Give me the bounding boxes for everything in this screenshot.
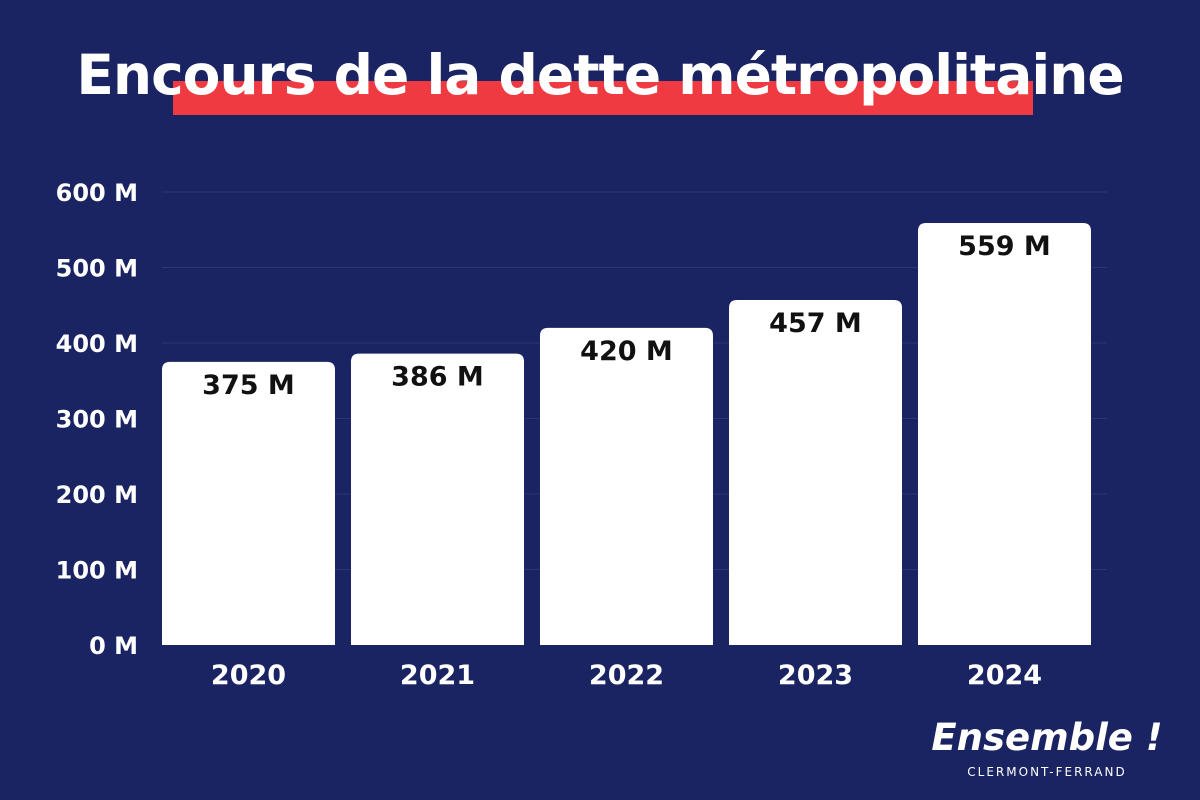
y-tick-label: 400 M — [56, 330, 138, 358]
bar-2020 — [162, 361, 335, 645]
y-tick-label: 300 M — [56, 406, 138, 434]
chart-title-block: Encours de la dette métropolitaine — [0, 36, 1200, 126]
bar-value-label: 420 M — [580, 336, 673, 367]
chart-title: Encours de la dette métropolitaine — [76, 43, 1124, 107]
bar-value-label: 559 M — [958, 231, 1051, 262]
title-highlight-band — [173, 81, 1033, 115]
x-tick-label: 2024 — [967, 660, 1042, 691]
bar-2022 — [540, 327, 713, 645]
bar-2024 — [918, 222, 1091, 645]
bar-2023 — [729, 299, 902, 645]
bar-value-label: 375 M — [202, 370, 295, 401]
x-tick-label: 2022 — [589, 660, 664, 691]
x-tick-label: 2020 — [211, 660, 286, 691]
x-tick-label: 2023 — [778, 660, 853, 691]
y-tick-label: 600 M — [56, 179, 138, 207]
y-tick-label: 500 M — [56, 255, 138, 283]
brand-name: Ensemble ! — [931, 716, 1163, 759]
y-tick-label: 100 M — [56, 557, 138, 585]
bar-2021 — [351, 353, 524, 645]
y-tick-label: 0 M — [89, 632, 138, 660]
brand-subtitle: CLERMONT-FERRAND — [967, 765, 1127, 779]
bar-value-label: 457 M — [769, 308, 862, 339]
y-tick-label: 200 M — [56, 481, 138, 509]
brand-logo: Ensemble ! CLERMONT-FERRAND — [922, 712, 1172, 780]
bar-value-label: 386 M — [391, 362, 484, 393]
x-tick-label: 2021 — [400, 660, 475, 691]
